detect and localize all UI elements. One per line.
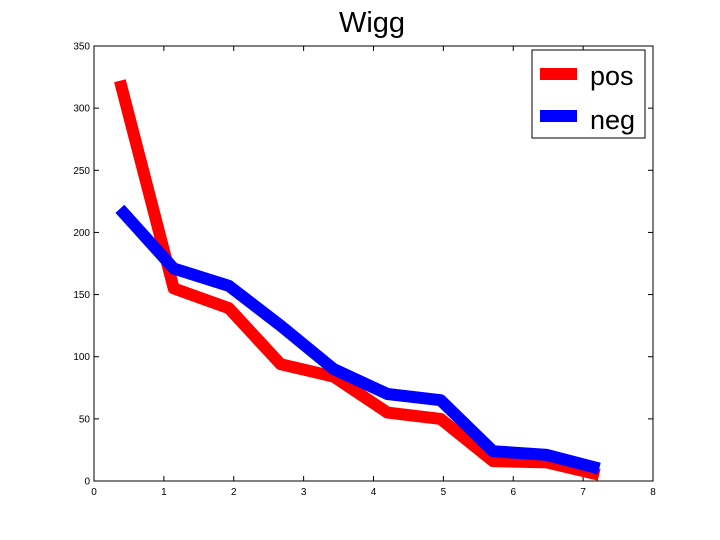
x-tick-label: 0 (91, 487, 97, 498)
x-tick-label: 6 (510, 487, 516, 498)
y-tick-label: 350 (73, 42, 90, 53)
y-tick-label: 200 (73, 228, 90, 239)
y-tick-label: 100 (73, 352, 90, 363)
x-tick-label: 1 (161, 487, 167, 498)
series-layer (114, 79, 601, 481)
x-tick-label: 7 (580, 487, 586, 498)
series-line-pos (114, 79, 601, 481)
y-tick-label: 50 (79, 414, 91, 425)
series-line-neg (115, 204, 601, 475)
legend-label-neg: neg (590, 105, 635, 135)
legend: pos neg (531, 49, 646, 139)
y-tick-label: 150 (73, 290, 90, 301)
y-tick-label: 300 (73, 104, 90, 115)
y-tick-label: 250 (73, 166, 90, 177)
legend-box (531, 49, 646, 139)
x-tick-label: 4 (371, 487, 377, 498)
x-tick-label: 5 (441, 487, 447, 498)
y-tick-label: 0 (84, 477, 90, 488)
axes: 0 1 2 3 4 5 6 7 8 0 50 100 150 200 250 300 350 (73, 42, 656, 499)
chart-title: Wigg (339, 7, 405, 39)
x-tick-label: 2 (231, 487, 237, 498)
x-tick-label: 8 (650, 487, 656, 498)
x-tick-label: 3 (301, 487, 307, 498)
legend-label-pos: pos (590, 61, 634, 91)
